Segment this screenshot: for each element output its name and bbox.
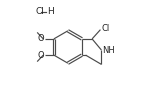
Text: H: H xyxy=(47,7,54,16)
Text: O: O xyxy=(38,51,44,60)
Text: O: O xyxy=(38,34,44,43)
Text: Cl: Cl xyxy=(101,24,110,33)
Text: NH: NH xyxy=(103,45,115,55)
Text: Cl: Cl xyxy=(36,7,44,16)
